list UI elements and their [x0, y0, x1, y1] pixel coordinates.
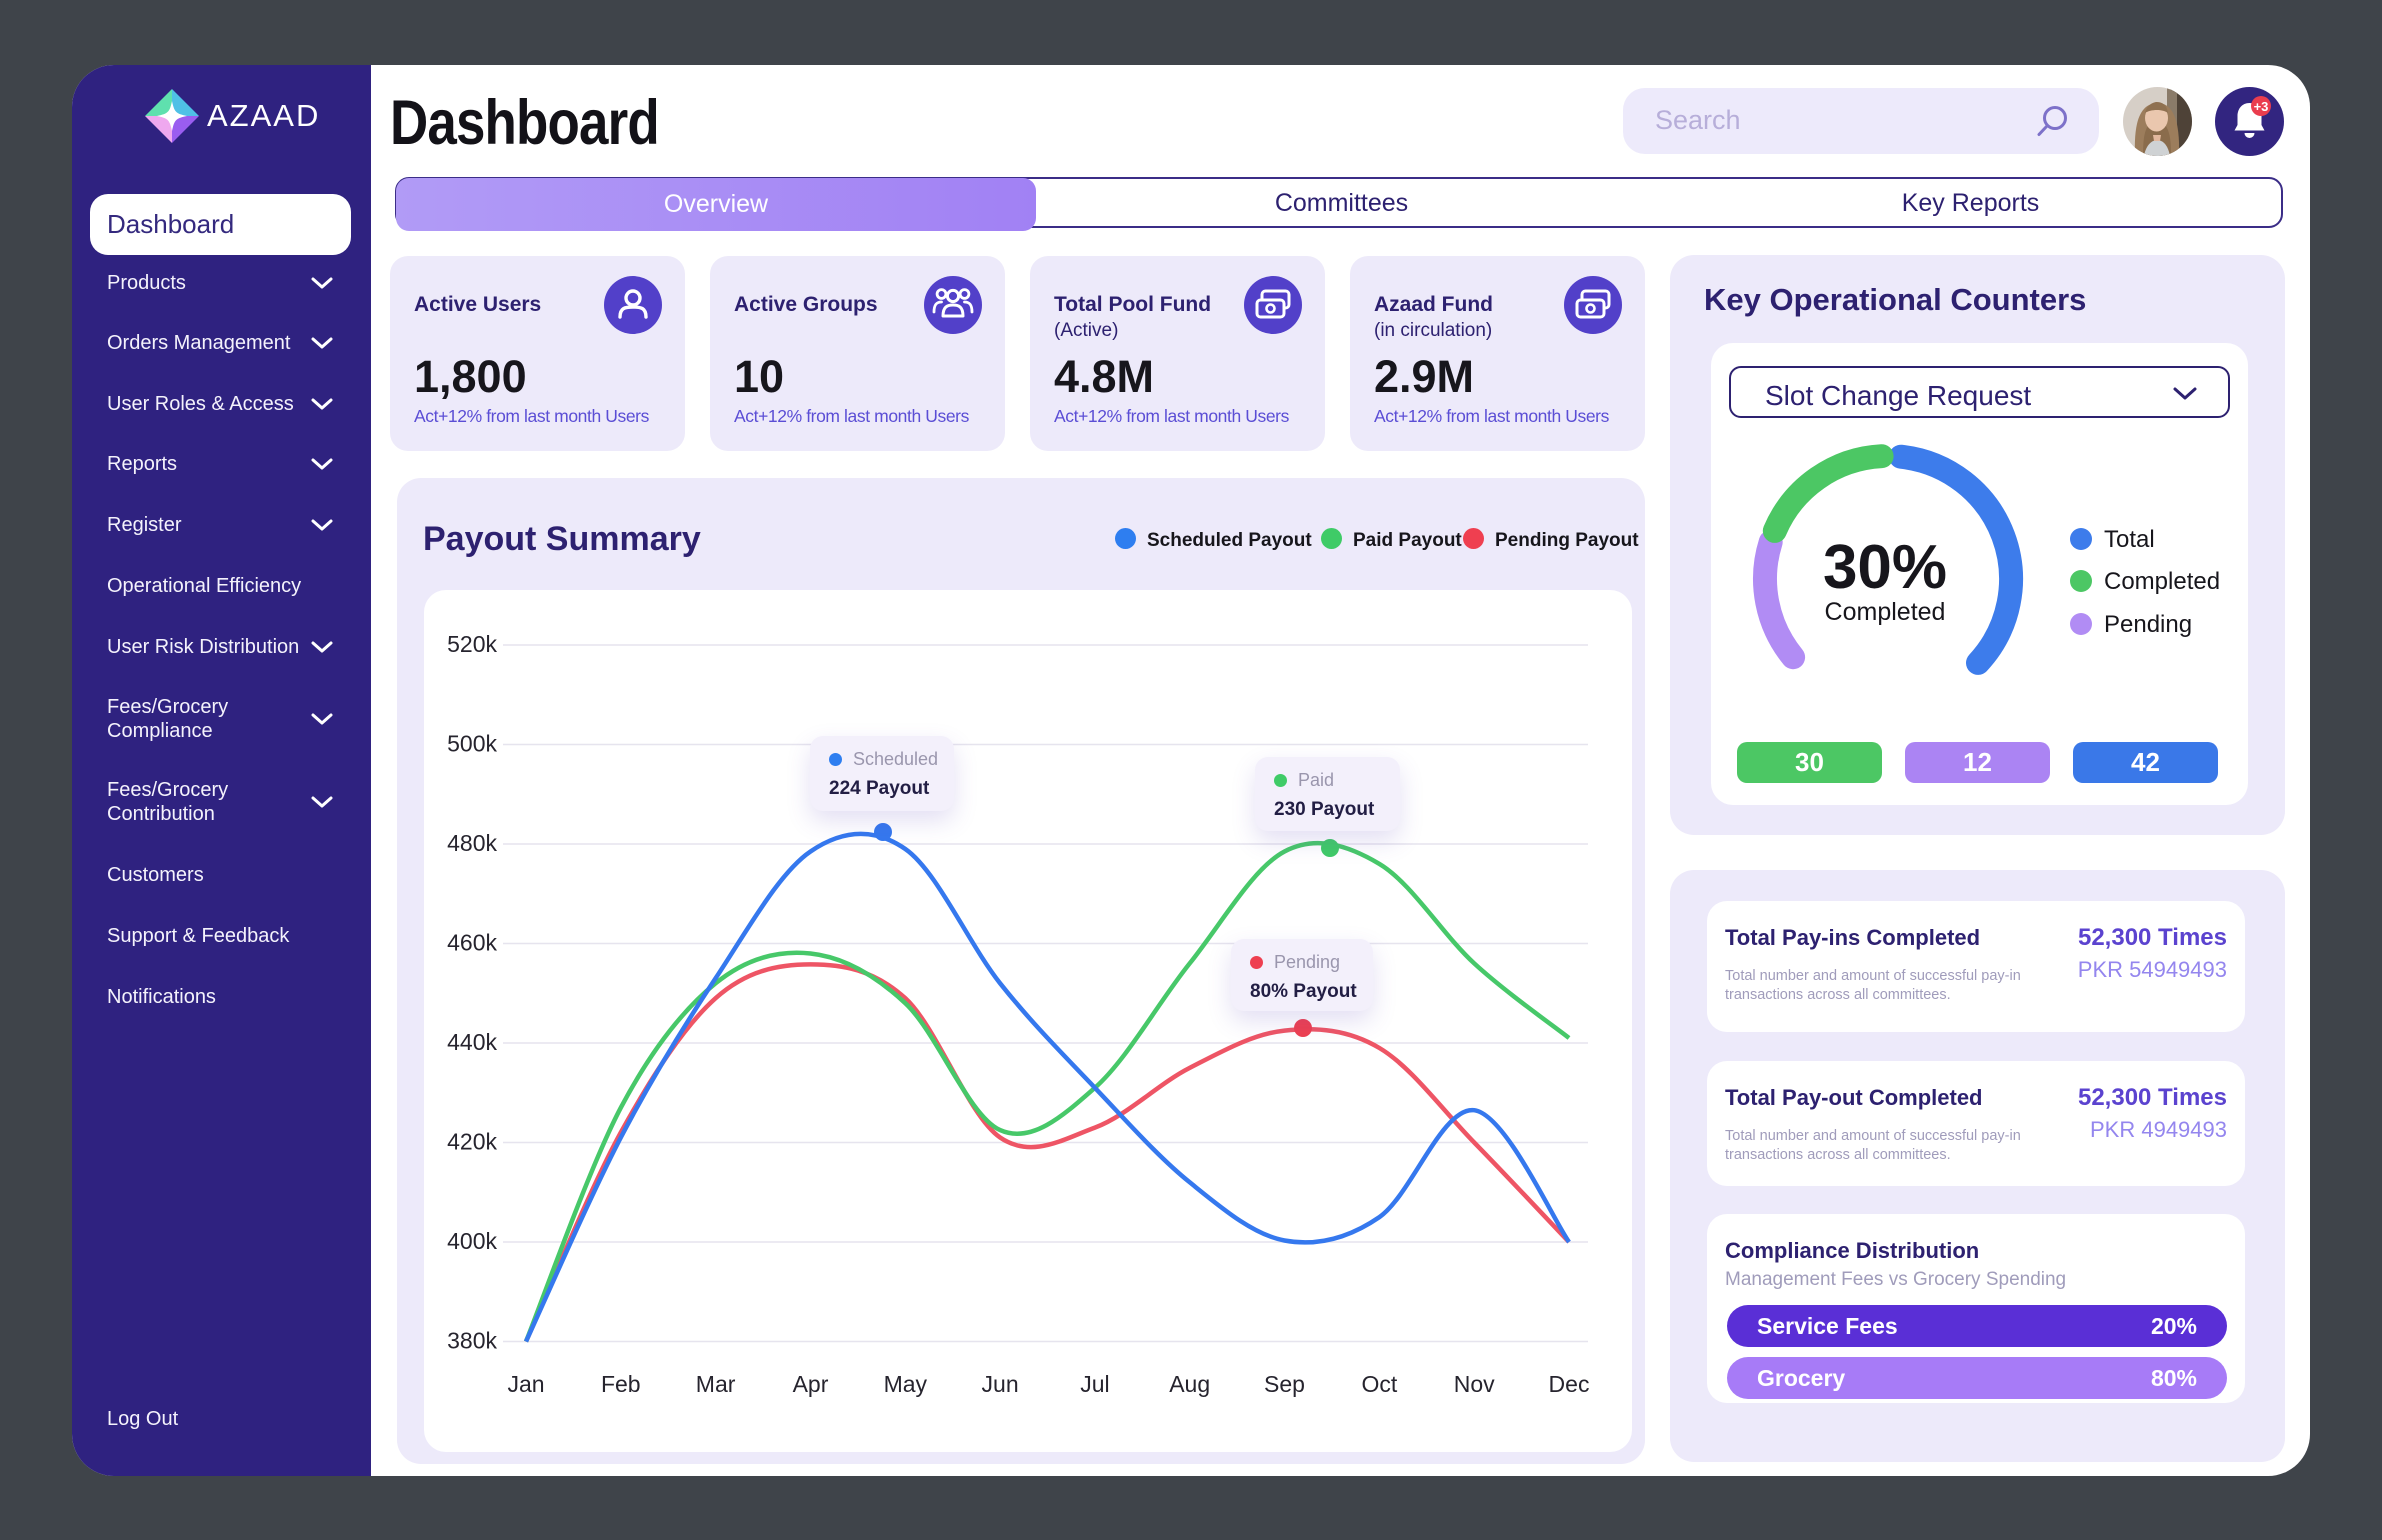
svg-text:Mar: Mar	[696, 1371, 736, 1397]
svg-text:+3: +3	[2254, 99, 2269, 114]
svg-text:Jul: Jul	[1080, 1371, 1109, 1397]
svg-text:Nov: Nov	[1454, 1371, 1495, 1397]
svg-text:30%: 30%	[1823, 533, 1947, 602]
svg-text:Total: Total	[2104, 526, 2155, 553]
svg-text:Apr: Apr	[793, 1371, 829, 1397]
svg-text:520k: 520k	[447, 631, 497, 657]
svg-text:May: May	[884, 1371, 928, 1397]
svg-text:Sep: Sep	[1264, 1371, 1305, 1397]
svg-text:Aug: Aug	[1169, 1371, 1210, 1397]
svg-text:380k: 380k	[447, 1328, 497, 1354]
svg-text:420k: 420k	[447, 1129, 497, 1155]
svg-text:480k: 480k	[447, 830, 497, 856]
svg-text:460k: 460k	[447, 930, 497, 956]
svg-text:Pending: Pending	[2104, 611, 2192, 638]
svg-text:440k: 440k	[447, 1029, 497, 1055]
svg-text:400k: 400k	[447, 1228, 497, 1254]
svg-text:Dec: Dec	[1549, 1371, 1590, 1397]
svg-text:Completed: Completed	[2104, 568, 2220, 595]
svg-text:Feb: Feb	[601, 1371, 641, 1397]
svg-text:Jan: Jan	[507, 1371, 544, 1397]
svg-text:500k: 500k	[447, 731, 497, 757]
svg-text:Oct: Oct	[1362, 1371, 1398, 1397]
svg-text:Jun: Jun	[982, 1371, 1019, 1397]
svg-text:Completed: Completed	[1825, 598, 1946, 626]
